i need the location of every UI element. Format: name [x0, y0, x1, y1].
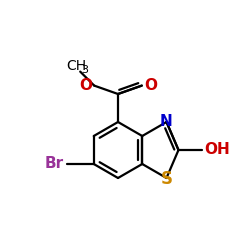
Text: 3: 3 [81, 64, 88, 74]
Text: CH: CH [66, 58, 86, 72]
Text: N: N [160, 114, 173, 130]
Text: OH: OH [204, 142, 230, 158]
Text: O: O [144, 78, 157, 93]
Text: O: O [79, 78, 92, 93]
Text: S: S [160, 170, 172, 188]
Text: Br: Br [45, 156, 64, 172]
